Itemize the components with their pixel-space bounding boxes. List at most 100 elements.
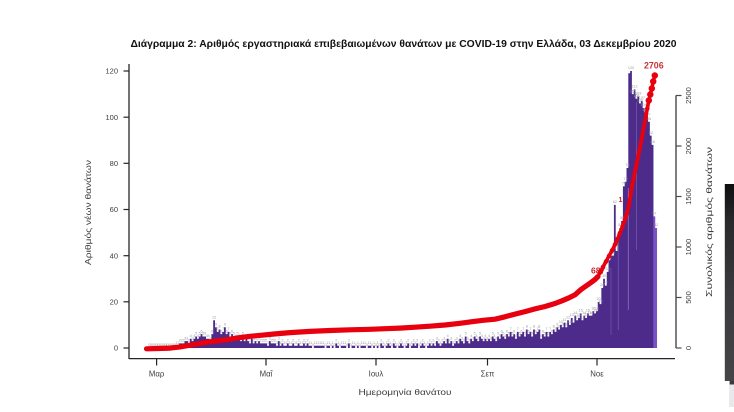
svg-text:7: 7 [545, 327, 547, 331]
svg-text:1: 1 [328, 341, 330, 345]
svg-text:0: 0 [324, 343, 326, 347]
svg-text:5: 5 [242, 332, 244, 336]
svg-text:6: 6 [200, 329, 202, 333]
svg-text:2: 2 [262, 339, 264, 343]
svg-text:5: 5 [511, 332, 513, 336]
svg-text:3: 3 [269, 336, 271, 340]
svg-text:5: 5 [531, 332, 533, 336]
svg-text:14: 14 [588, 311, 592, 315]
svg-text:107: 107 [639, 96, 645, 100]
svg-text:4: 4 [493, 334, 495, 338]
svg-text:0: 0 [346, 343, 348, 347]
svg-text:2: 2 [454, 339, 456, 343]
svg-text:1: 1 [420, 341, 422, 345]
svg-text:1: 1 [294, 341, 296, 345]
svg-text:10: 10 [559, 320, 563, 324]
svg-text:2: 2 [429, 339, 431, 343]
svg-text:3: 3 [436, 336, 438, 340]
svg-text:52: 52 [618, 223, 622, 227]
svg-text:8: 8 [218, 325, 220, 329]
svg-text:Συνολικός αριθμός θανάτων: Συνολικός αριθμός θανάτων [705, 147, 714, 297]
svg-text:1: 1 [296, 341, 298, 345]
svg-text:20: 20 [597, 297, 601, 301]
svg-text:0: 0 [355, 343, 357, 347]
svg-text:2: 2 [335, 339, 337, 343]
svg-text:2: 2 [393, 339, 395, 343]
svg-text:4: 4 [190, 334, 192, 338]
svg-text:3: 3 [472, 336, 474, 340]
svg-text:Σεπ: Σεπ [481, 370, 495, 379]
svg-text:1: 1 [305, 341, 307, 345]
svg-text:0: 0 [339, 343, 341, 347]
svg-text:687: 687 [591, 266, 605, 276]
svg-text:1: 1 [364, 341, 366, 345]
svg-text:7: 7 [217, 327, 219, 331]
svg-text:3: 3 [490, 336, 492, 340]
svg-text:Ημερομηνία θανάτου: Ημερομηνία θανάτου [359, 388, 453, 397]
svg-text:5: 5 [508, 332, 510, 336]
svg-text:1: 1 [290, 341, 292, 345]
svg-text:16: 16 [595, 306, 599, 310]
svg-text:6: 6 [226, 329, 228, 333]
svg-text:6: 6 [211, 329, 213, 333]
svg-text:40: 40 [611, 251, 615, 255]
svg-text:Ιουλ: Ιουλ [369, 370, 384, 379]
svg-text:0: 0 [163, 343, 165, 347]
svg-text:2: 2 [265, 339, 267, 343]
svg-text:3: 3 [186, 336, 188, 340]
svg-text:2: 2 [421, 339, 423, 343]
svg-text:3: 3 [191, 336, 193, 340]
svg-text:2: 2 [253, 339, 255, 343]
svg-text:27: 27 [604, 281, 608, 285]
svg-text:1: 1 [423, 341, 425, 345]
svg-text:1: 1 [342, 341, 344, 345]
svg-text:2: 2 [416, 339, 418, 343]
svg-text:1: 1 [326, 341, 328, 345]
svg-text:0: 0 [156, 343, 158, 347]
svg-text:0: 0 [384, 343, 386, 347]
svg-text:5: 5 [474, 332, 476, 336]
svg-text:78: 78 [625, 163, 629, 167]
svg-text:5: 5 [492, 332, 494, 336]
svg-text:55: 55 [620, 216, 624, 220]
svg-text:0: 0 [684, 346, 693, 350]
svg-text:12: 12 [575, 316, 579, 320]
svg-text:15: 15 [593, 309, 597, 313]
svg-text:1: 1 [332, 341, 334, 345]
svg-text:6: 6 [535, 329, 537, 333]
svg-text:1: 1 [341, 341, 343, 345]
svg-text:112: 112 [632, 85, 638, 89]
svg-text:1: 1 [289, 341, 291, 345]
svg-text:Νοε: Νοε [590, 370, 604, 379]
svg-text:3: 3 [466, 336, 468, 340]
svg-text:70: 70 [622, 182, 626, 186]
svg-text:1: 1 [414, 341, 416, 345]
svg-text:9: 9 [224, 322, 226, 326]
svg-text:88: 88 [651, 140, 655, 144]
svg-text:2: 2 [272, 339, 274, 343]
svg-text:0: 0 [148, 343, 150, 347]
svg-text:2: 2 [463, 339, 465, 343]
svg-text:2: 2 [274, 339, 276, 343]
svg-text:1000: 1000 [684, 239, 693, 256]
svg-text:Μαρ: Μαρ [149, 370, 165, 379]
svg-text:1: 1 [405, 341, 407, 345]
svg-text:6: 6 [501, 329, 503, 333]
svg-text:1: 1 [398, 341, 400, 345]
svg-text:3: 3 [477, 336, 479, 340]
svg-text:4: 4 [197, 334, 199, 338]
svg-text:7: 7 [522, 327, 524, 331]
svg-text:4: 4 [470, 334, 472, 338]
svg-text:1: 1 [395, 341, 397, 345]
svg-text:1: 1 [360, 341, 362, 345]
svg-text:1: 1 [323, 341, 325, 345]
svg-text:2: 2 [306, 339, 308, 343]
svg-text:0: 0 [161, 343, 163, 347]
svg-text:4: 4 [488, 334, 490, 338]
svg-text:0: 0 [371, 343, 373, 347]
svg-text:8: 8 [553, 325, 555, 329]
svg-text:13: 13 [570, 313, 574, 317]
svg-text:1: 1 [382, 341, 384, 345]
svg-text:0: 0 [150, 343, 152, 347]
svg-text:100: 100 [105, 113, 118, 122]
